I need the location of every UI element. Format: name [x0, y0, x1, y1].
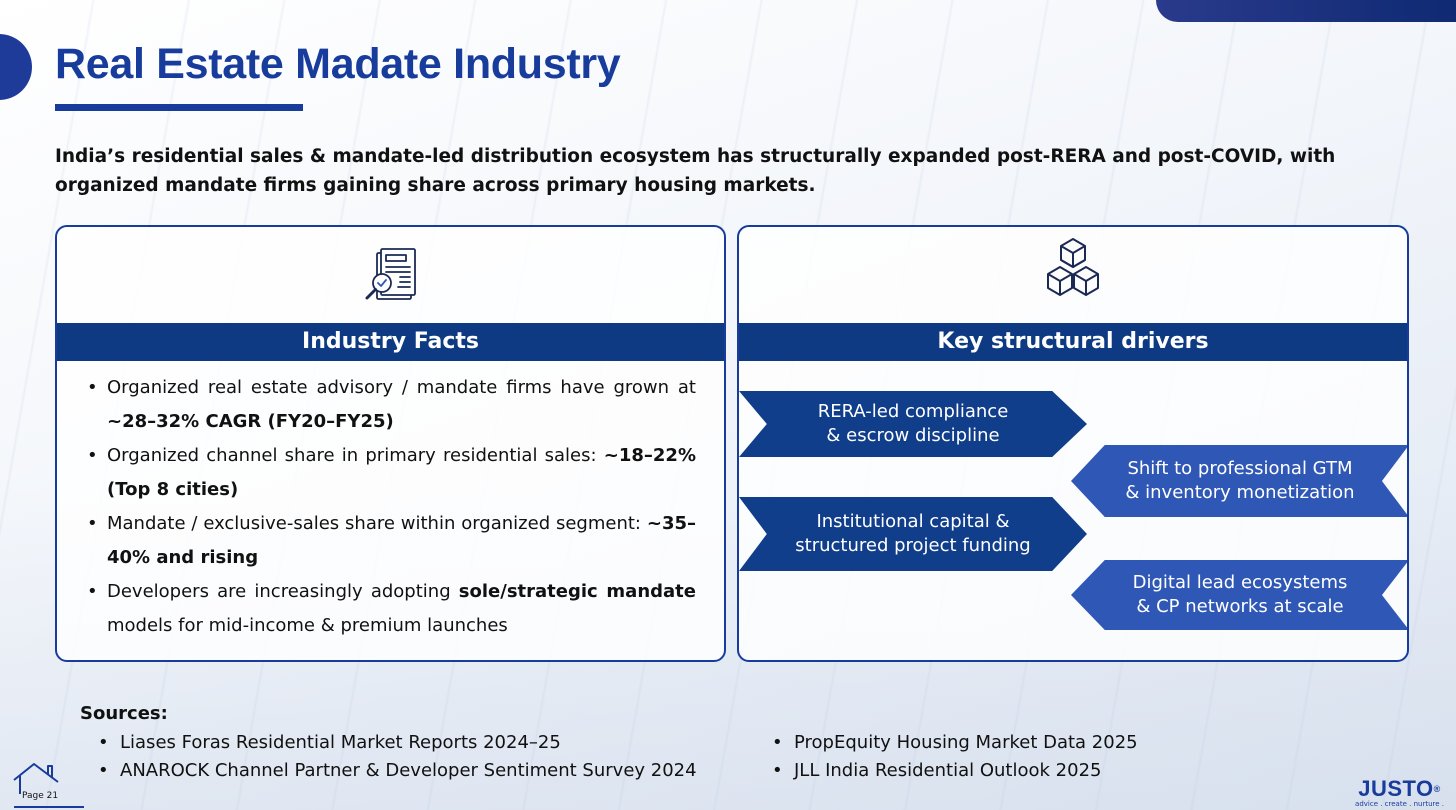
page-subtitle: India’s residential sales & mandate-led …	[55, 146, 1336, 196]
document-magnifier-icon	[360, 245, 422, 311]
sources-list-left: Liases Foras Residential Market Reports …	[94, 729, 697, 785]
industry-facts-header: Industry Facts	[57, 323, 724, 361]
driver-rera-compliance: RERA-led compliance & escrow discipline	[739, 391, 1087, 457]
industry-facts-list: Organized real estate advisory / mandate…	[87, 371, 696, 643]
list-item: Organized real estate advisory / mandate…	[87, 371, 696, 439]
list-item: Organized channel share in primary resid…	[87, 439, 696, 507]
driver-professional-gtm: Shift to professional GTM & inventory mon…	[1071, 445, 1407, 517]
justo-logo: JUSTO® advice . create . nurture .	[1355, 776, 1444, 809]
corner-decoration	[1156, 0, 1456, 22]
list-item: PropEquity Housing Market Data 2025	[768, 729, 1138, 757]
list-item: JLL India Residential Outlook 2025	[768, 757, 1138, 785]
page-title: Real Estate Madate Industry	[55, 40, 621, 88]
list-item: Developers are increasingly adopting sol…	[87, 575, 696, 643]
structural-drivers-header: Key structural drivers	[739, 323, 1407, 361]
list-item: Mandate / exclusive-sales share within o…	[87, 507, 696, 575]
house-icon	[12, 760, 62, 800]
title-underline	[55, 104, 303, 111]
sources-title: Sources:	[80, 703, 168, 724]
structural-drivers-panel: Key structural drivers RERA-led complian…	[737, 225, 1409, 662]
sources-list-right: PropEquity Housing Market Data 2025 JLL …	[768, 729, 1138, 785]
footer-divider	[14, 806, 84, 808]
list-item: ANAROCK Channel Partner & Developer Sent…	[94, 757, 697, 785]
page-number: Page 21	[22, 791, 59, 801]
driver-digital-lead: Digital lead ecosystems & CP networks at …	[1071, 560, 1407, 630]
edge-decoration	[0, 34, 32, 100]
driver-institutional-capital: Institutional capital & structured projec…	[739, 497, 1087, 571]
cubes-icon	[1034, 235, 1112, 317]
industry-facts-panel: Industry Facts Organized real estate adv…	[55, 225, 726, 662]
list-item: Liases Foras Residential Market Reports …	[94, 729, 697, 757]
